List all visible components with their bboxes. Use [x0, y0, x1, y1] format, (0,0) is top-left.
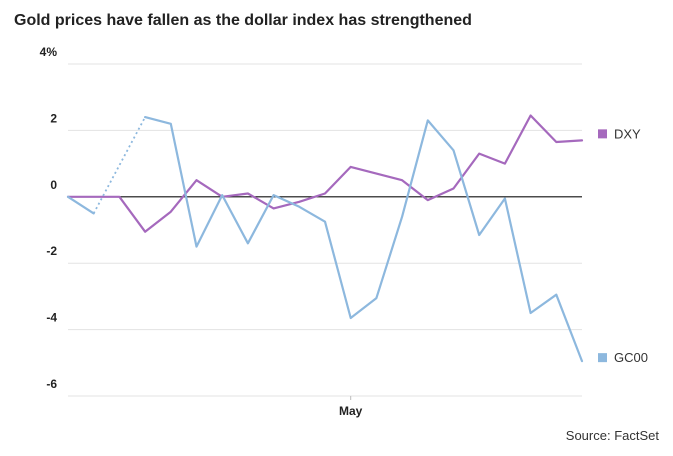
data-point-dxy: [529, 114, 531, 116]
series-lines: [66, 114, 584, 363]
source-note: Source: FactSet: [565, 428, 659, 443]
y-tick-label: 0: [50, 178, 57, 192]
data-point-gc00: [350, 317, 352, 319]
data-point-gc00: [555, 294, 557, 296]
data-point-dxy: [350, 166, 352, 168]
data-point-gc00: [67, 196, 69, 198]
data-point-dxy: [581, 139, 583, 141]
y-tick-label: 4%: [40, 45, 58, 59]
data-point-dxy: [504, 162, 506, 164]
data-point-gc00: [195, 245, 197, 247]
data-point-dxy: [247, 192, 249, 194]
x-tick-label: May: [339, 404, 363, 418]
data-point-gc00: [504, 197, 506, 199]
legend-label-gc00: GC00: [614, 350, 648, 365]
data-point-dxy: [195, 179, 197, 181]
data-point-dxy: [555, 141, 557, 143]
data-point-dxy: [375, 172, 377, 174]
data-point-gc00: [144, 116, 146, 118]
data-point-dxy: [478, 152, 480, 154]
data-point-dxy: [118, 196, 120, 198]
data-point-dxy: [272, 207, 274, 209]
data-point-dxy: [324, 192, 326, 194]
tick-labels: 4% 2 0 -2 -4 -6 May: [40, 45, 363, 418]
data-point-gc00: [478, 234, 480, 236]
series-gc00: [66, 115, 584, 363]
y-tick-label: -2: [46, 244, 57, 258]
data-point-dxy: [144, 231, 146, 233]
data-point-gc00: [401, 216, 403, 218]
data-point-gc00: [375, 297, 377, 299]
legend-label-dxy: DXY: [614, 126, 641, 141]
data-point-gc00: [529, 312, 531, 314]
data-point-gc00: [221, 194, 223, 196]
legend-swatch-dxy: [598, 129, 607, 139]
data-point-dxy: [298, 201, 300, 203]
data-point-dxy: [452, 187, 454, 189]
y-tick-label: -4: [46, 311, 57, 325]
data-point-gc00: [298, 206, 300, 208]
y-tick-label: 2: [50, 111, 57, 125]
data-point-gc00: [170, 123, 172, 125]
chart-title: Gold prices have fallen as the dollar in…: [14, 12, 472, 29]
data-point-gc00: [93, 212, 95, 214]
grid-lines: [68, 63, 582, 397]
legend: DXY GC00: [598, 126, 648, 365]
data-point-gc00: [272, 194, 274, 196]
series-dxy: [66, 114, 584, 233]
series-gap-gc00: [92, 116, 146, 214]
data-point-gc00: [581, 360, 583, 362]
data-point-gc00: [324, 221, 326, 223]
series-line-dxy: [66, 114, 584, 233]
data-point-gc00: [427, 119, 429, 121]
data-point-gc00: [452, 149, 454, 151]
y-tick-label: -6: [46, 377, 57, 391]
legend-swatch-gc00: [598, 353, 607, 363]
data-point-dxy: [170, 211, 172, 213]
data-point-gc00: [247, 242, 249, 244]
data-point-dxy: [427, 199, 429, 201]
data-point-dxy: [93, 196, 95, 198]
data-point-dxy: [401, 179, 403, 181]
series-line-gc00: [144, 115, 584, 363]
series-line-gc00: [66, 195, 95, 215]
